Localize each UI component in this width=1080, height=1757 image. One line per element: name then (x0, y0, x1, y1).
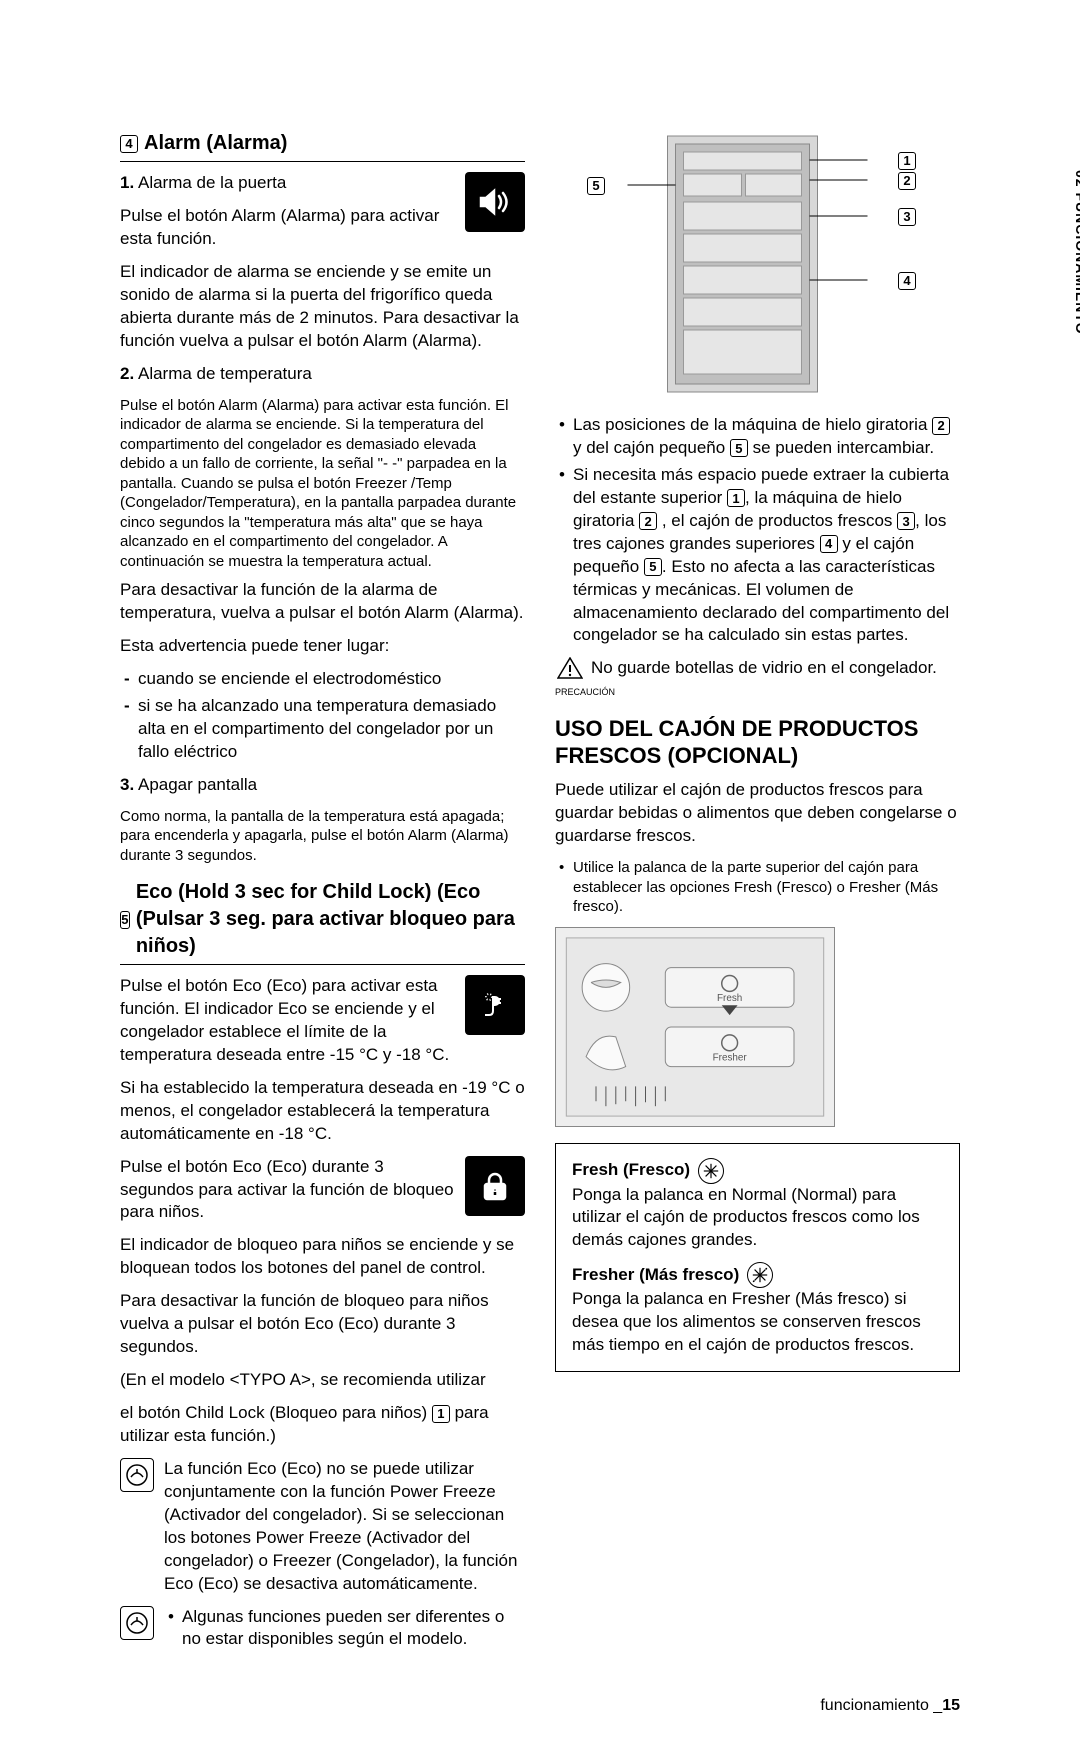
fresh-p1: Ponga la palanca en Normal (Normal) para… (572, 1184, 943, 1253)
eco-p2: Si ha establecido la temperatura deseada… (120, 1077, 525, 1146)
alarm-p3: Pulse el botón Alarm (Alarma) para activ… (120, 396, 525, 572)
alarm-item2: 2. Alarma de temperatura (120, 363, 525, 386)
alarm-speaker-icon (465, 172, 525, 232)
callout-2: 2 (898, 172, 916, 190)
lock-icon (465, 1156, 525, 1216)
alarm-p2: El indicador de alarma se enciende y se … (120, 261, 525, 353)
alarm-p6: Como norma, la pantalla de la temperatur… (120, 807, 525, 866)
note-icon (120, 1458, 154, 1492)
note-icon (120, 1606, 154, 1640)
right-column: 1 2 3 4 5 Las posiciones de la máquina d… (555, 130, 960, 1665)
left-column: 4 Alarm (Alarma) 1. Alarma de la puerta … (120, 130, 525, 1665)
snowflake-sparkle-icon (747, 1262, 773, 1288)
drawer-figure: Fresh Fresher (555, 927, 835, 1127)
right-bullet-list: Las posiciones de la máquina de hielo gi… (555, 414, 960, 647)
alarm-p5: Esta advertencia puede tener lugar: (120, 635, 525, 658)
fresher-p2: Ponga la palanca en Fresher (Más fresco)… (572, 1288, 943, 1357)
fridge-figure: 1 2 3 4 5 (555, 130, 960, 400)
eco-p6a: (En el modelo <TYPO A>, se recomienda ut… (120, 1369, 525, 1392)
svg-text:Fresh: Fresh (717, 993, 742, 1004)
callout-3: 3 (898, 208, 916, 226)
drawer-section-title: USO DEL CAJÓN DE PRODUCTOS FRESCOS (OPCI… (555, 716, 960, 769)
alarm-dash-list: cuando se enciende el electrodoméstico s… (120, 668, 525, 764)
fresh-heading: Fresh (Fresco) (572, 1158, 943, 1184)
callout-4: 4 (898, 272, 916, 290)
drawer-bullet: Utilice la palanca de la parte superior … (555, 858, 960, 917)
drawer-b3: Utilice la palanca de la parte superior … (555, 858, 960, 917)
alarm-title-text: Alarm (Alarma) (144, 130, 287, 157)
svg-text:Fresher: Fresher (713, 1052, 748, 1063)
fresher-heading: Fresher (Más fresco) (572, 1262, 943, 1288)
snowflake-icon (698, 1158, 724, 1184)
alarm-section-title: 4 Alarm (Alarma) (120, 130, 525, 162)
eco-note2: Algunas funciones pueden ser diferentes … (120, 1606, 525, 1656)
alarm-p4: Para desactivar la función de la alarma … (120, 579, 525, 625)
side-tab: 02 FUNCIONAMIENTO (1071, 170, 1080, 335)
dash-item: cuando se enciende el electrodoméstico (120, 668, 525, 691)
dash-item: si se ha alcanzado una temperatura demas… (120, 695, 525, 764)
callout-1: 1 (898, 152, 916, 170)
bullet-2: Si necesita más espacio puede extraer la… (555, 464, 960, 648)
section-number-4: 4 (120, 135, 138, 153)
bullet-1: Las posiciones de la máquina de hielo gi… (555, 414, 960, 460)
drawer-p1: Puede utilizar el cajón de productos fre… (555, 779, 960, 848)
eco-p5: Para desactivar la función de bloqueo pa… (120, 1290, 525, 1359)
eco-section-title: 5 Eco (Hold 3 sec for Child Lock) (Eco (… (120, 879, 525, 965)
eco-p6b-line: el botón Child Lock (Bloqueo para niños)… (120, 1402, 525, 1448)
alarm-item3: 3. Apagar pantalla (120, 774, 525, 797)
eco-note1: La función Eco (Eco) no se puede utiliza… (120, 1458, 525, 1596)
caution-icon: PRECAUCIÓN (555, 657, 585, 698)
note2-text: Algunas funciones pueden ser diferentes … (164, 1606, 525, 1652)
eco-title-text: Eco (Hold 3 sec for Child Lock) (Eco (Pu… (136, 879, 525, 960)
caution-text: No guarde botellas de vidrio en el conge… (591, 657, 937, 680)
eco-p4: El indicador de bloqueo para niños se en… (120, 1234, 525, 1280)
caution-row: PRECAUCIÓN No guarde botellas de vidrio … (555, 657, 960, 698)
callout-5: 5 (587, 177, 605, 195)
eco-plug-icon (465, 975, 525, 1035)
fresh-fresher-box: Fresh (Fresco) Ponga la palanca en Norma… (555, 1143, 960, 1373)
page-footer: funcionamiento _15 (120, 1695, 960, 1717)
section-number-5: 5 (120, 911, 130, 929)
note1-text: La función Eco (Eco) no se puede utiliza… (164, 1458, 525, 1596)
